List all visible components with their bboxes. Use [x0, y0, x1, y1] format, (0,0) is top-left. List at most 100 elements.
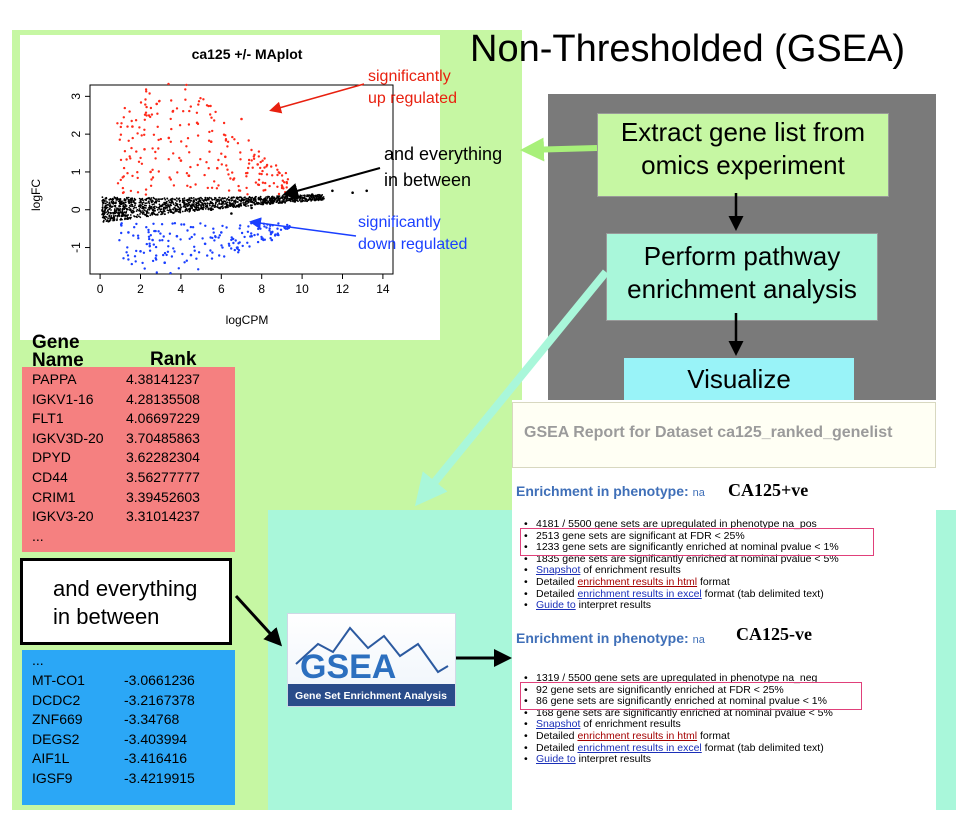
plot-point: [153, 201, 156, 204]
x-tick-label: 10: [295, 282, 309, 296]
plot-point: [240, 202, 242, 205]
report-link[interactable]: Snapshot: [536, 718, 581, 731]
plot-point: [277, 171, 280, 174]
plot-point: [195, 206, 197, 209]
plot-point: [300, 200, 303, 203]
plot-point: [186, 202, 188, 205]
plot-point: [201, 197, 203, 200]
series-point: [351, 191, 354, 194]
plot-point: [207, 139, 211, 142]
plot-point: [309, 198, 312, 201]
plot-point: [276, 185, 279, 188]
plot-point: [160, 213, 163, 215]
plot-point: [112, 213, 115, 215]
plot-point: [184, 98, 187, 101]
plot-point: [163, 197, 166, 200]
plot-point: [215, 187, 219, 190]
plot-point: [130, 146, 133, 150]
plot-point: [141, 207, 143, 210]
report-link[interactable]: enrichment results in excel: [577, 587, 702, 600]
plot-point: [172, 211, 175, 214]
series-point: [310, 193, 314, 196]
plot-point: [253, 233, 256, 237]
plot-point: [193, 233, 196, 236]
plot-title: ca125 +/- MAplot: [192, 46, 303, 62]
plot-point: [224, 139, 228, 142]
plot-point: [223, 255, 226, 258]
plot-point: [124, 217, 126, 220]
plot-point: [179, 211, 182, 214]
plot-point: [207, 167, 210, 170]
plot-point: [263, 238, 266, 241]
plot-point: [138, 215, 140, 218]
plot-point: [200, 201, 202, 204]
plot-point: [280, 174, 284, 177]
series-point: [175, 234, 179, 238]
report-link[interactable]: Snapshot: [536, 564, 581, 577]
report-link[interactable]: enrichment results in html: [577, 576, 698, 588]
plot-point: [203, 173, 206, 177]
plot-point: [307, 199, 310, 202]
series-point: [171, 110, 175, 113]
plot-point: [195, 203, 197, 206]
plot-point: [204, 198, 207, 201]
plot-point: [138, 205, 141, 208]
plot-point: [265, 165, 268, 168]
plot-point: [118, 212, 121, 215]
plot-point: [193, 245, 196, 248]
plot-point: [218, 196, 221, 199]
plot-point: [147, 228, 150, 232]
x-tick-label: 6: [218, 282, 225, 296]
report-link[interactable]: enrichment results in excel: [577, 741, 702, 754]
plot-point: [178, 197, 181, 200]
plot-point: [124, 199, 127, 201]
gsea-logo: GSEA Gene Set Enrichment Analysis: [287, 613, 456, 707]
plot-point: [130, 203, 133, 206]
report-link[interactable]: Guide to: [536, 753, 576, 766]
report-link[interactable]: enrichment results in html: [577, 730, 698, 742]
highlight-pos: [520, 528, 874, 556]
plot-point: [261, 203, 264, 205]
plot-point: [169, 271, 172, 275]
plot-point: [252, 199, 255, 202]
report-link-line: Detailed enrichment results in html form…: [536, 576, 730, 588]
plot-point: [128, 206, 130, 209]
plot-point: [214, 204, 217, 207]
plot-point: [145, 204, 147, 207]
plot-point: [103, 212, 106, 215]
plot-point: [310, 196, 313, 199]
plot-point: [148, 200, 150, 203]
plot-point: [151, 168, 154, 171]
plot-point: [163, 210, 166, 213]
plot-point: [276, 233, 279, 237]
plot-point: [199, 158, 202, 161]
between-box: and everything in between: [20, 558, 232, 645]
plot-point: [178, 208, 180, 211]
plot-point: [157, 230, 160, 233]
plot-point: [159, 232, 162, 235]
link-prefix: Detailed: [536, 741, 578, 754]
down-ellipsis: ...: [32, 652, 44, 668]
plot-point: [143, 113, 147, 116]
gsea-logo-word: GSEA: [300, 648, 396, 686]
plot-point: [251, 166, 254, 169]
plot-point: [177, 206, 180, 209]
plot-point: [189, 210, 192, 212]
plot-point: [318, 193, 321, 196]
link-suffix: interpret results: [575, 753, 651, 766]
plot-point: [134, 202, 137, 205]
plot-point: [147, 212, 150, 214]
plot-point: [148, 208, 151, 211]
plot-point: [204, 224, 207, 227]
plot-point: [168, 207, 171, 209]
plot-point: [197, 103, 200, 106]
report-link-line: Detailed enrichment results in excel for…: [536, 742, 824, 754]
plot-point: [317, 198, 320, 201]
plot-point: [266, 199, 268, 202]
plot-point: [284, 227, 287, 230]
bullet-icon: •: [524, 599, 528, 612]
report-link[interactable]: Guide to: [536, 599, 576, 612]
plot-point: [186, 184, 189, 187]
plot-point: [153, 209, 156, 212]
